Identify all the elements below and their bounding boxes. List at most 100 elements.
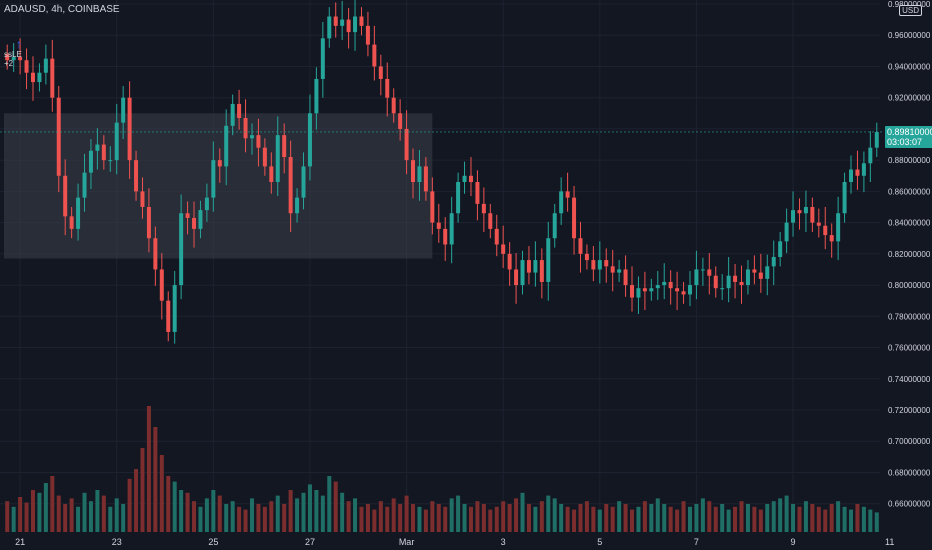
volume-bar — [745, 504, 750, 532]
candle-body — [494, 228, 499, 245]
volume-bar — [88, 501, 93, 532]
volume-bar — [604, 504, 609, 532]
price-axis[interactable]: 0.98000000 0.96000000 0.94000000 0.92000000… — [888, 0, 931, 509]
candle-body — [282, 135, 287, 158]
volume-bar — [784, 495, 789, 532]
signal-count: +2 — [4, 59, 14, 68]
candle-body — [95, 144, 100, 151]
volume-bar — [829, 504, 834, 532]
volume-bar — [810, 504, 815, 532]
candle-body — [249, 135, 254, 139]
candle-body — [546, 238, 551, 282]
candle-body — [836, 213, 841, 242]
candle-body — [301, 166, 306, 198]
candle-body — [237, 103, 242, 118]
candle-body — [217, 160, 222, 167]
volume-bar — [224, 504, 229, 532]
candle-body — [37, 72, 42, 83]
candle-body — [539, 260, 544, 282]
candle-body — [121, 97, 126, 123]
candle-body — [159, 269, 164, 301]
candle-body — [69, 216, 74, 229]
candle-body — [771, 256, 776, 267]
candle-body — [5, 53, 10, 61]
candle-body — [172, 285, 177, 332]
volume-bar — [565, 506, 570, 532]
candle-body — [713, 275, 718, 289]
candle-body — [101, 144, 106, 161]
candle-body — [623, 269, 628, 286]
time-tick-label: 7 — [694, 537, 699, 547]
time-tick-label: 27 — [305, 537, 315, 547]
time-axis[interactable]: 21232527Mar357911141618 — [15, 537, 932, 547]
volume-bar — [617, 501, 622, 532]
volume-bar — [526, 504, 531, 532]
volume-bar — [340, 492, 345, 532]
volume-bar — [295, 498, 300, 532]
volume-bar — [430, 501, 435, 532]
volume-bar — [462, 504, 467, 532]
candle-body — [855, 169, 860, 176]
volume-bar — [275, 495, 280, 532]
signal-marker: ↑ ssLE +2 — [4, 38, 22, 68]
price-tick-label: 0.72000000 — [888, 406, 931, 415]
volume-bar — [623, 504, 628, 532]
price-axis-background — [882, 0, 932, 532]
candle-body — [816, 222, 821, 226]
candle-body — [443, 228, 448, 245]
volume-bar — [797, 506, 802, 532]
volume-bar — [249, 498, 254, 532]
candle-body — [533, 260, 538, 273]
volume-bar — [700, 498, 705, 532]
volume-bar — [468, 506, 473, 532]
candle-body — [391, 97, 396, 114]
volume-bar — [559, 504, 564, 532]
candle-body — [204, 197, 209, 211]
candle-body — [385, 78, 390, 98]
volume-bar — [546, 495, 551, 532]
volume-bar — [449, 498, 454, 532]
candle-body — [18, 57, 23, 61]
candle-body — [803, 207, 808, 214]
up-arrow-icon: ↑ — [16, 37, 22, 51]
volume-bar — [204, 498, 209, 532]
volume-bar — [630, 509, 635, 532]
candle-body — [269, 166, 274, 183]
volume-bar — [282, 504, 287, 532]
time-tick-label: 5 — [597, 537, 602, 547]
volume-bar — [417, 506, 422, 532]
candle-body — [192, 217, 197, 229]
candle-body — [146, 207, 151, 239]
volume-bar — [456, 495, 461, 532]
currency-badge[interactable]: USD — [899, 5, 922, 16]
candle-body — [114, 122, 119, 161]
volume-bar — [668, 506, 673, 532]
volume-bar — [610, 506, 615, 532]
volume-bar — [533, 506, 538, 532]
candle-body — [481, 203, 486, 214]
volume-bar — [24, 502, 29, 532]
volume-bar — [501, 501, 506, 532]
price-tick-label: 0.74000000 — [888, 375, 931, 384]
volume-bar — [179, 490, 184, 532]
volume-bar — [198, 506, 203, 532]
volume-bar — [378, 501, 383, 532]
time-tick-label: 21 — [15, 537, 25, 547]
volume-bar — [288, 490, 293, 532]
volume-bar — [539, 501, 544, 532]
candle-body — [829, 235, 834, 242]
price-tick-label: 0.96000000 — [888, 31, 931, 40]
volume-bar — [76, 506, 81, 532]
highlight-zone — [4, 113, 433, 259]
volume-bar — [791, 504, 796, 532]
volume-bar — [836, 501, 841, 532]
candle-body — [791, 210, 796, 223]
candle-body — [50, 58, 55, 98]
volume-bar — [192, 501, 197, 532]
candle-body — [610, 266, 615, 273]
volume-bar — [365, 504, 370, 532]
symbol-title[interactable]: ADAUSD, 4h, COINBASE — [4, 4, 120, 15]
candle-body — [642, 288, 647, 292]
